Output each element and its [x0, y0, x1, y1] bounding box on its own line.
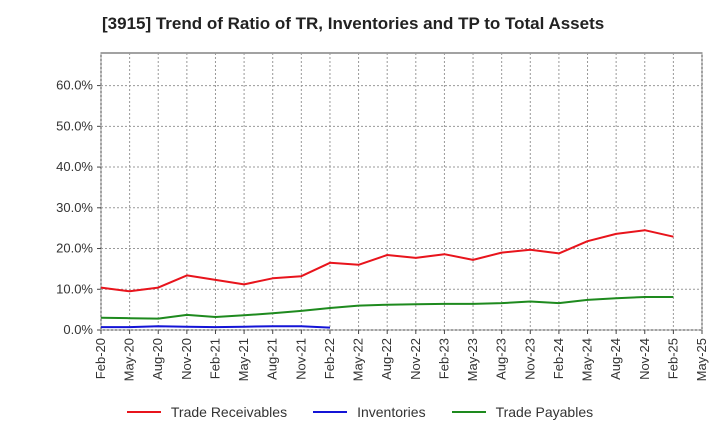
x-tick-label: May-23	[465, 338, 480, 381]
y-tick-label: 40.0%	[56, 159, 93, 174]
legend-item-trade-payables: Trade Payables	[451, 404, 594, 420]
x-tick-label: May-24	[580, 338, 595, 381]
legend-label: Trade Payables	[495, 404, 594, 420]
x-tick-label: May-25	[694, 338, 709, 381]
y-tick-label: 50.0%	[56, 118, 93, 133]
legend-label: Trade Receivables	[170, 404, 288, 420]
x-tick-label: Aug-23	[494, 338, 509, 380]
x-tick-label: Feb-21	[207, 338, 222, 379]
x-tick-label: May-22	[351, 338, 366, 381]
x-tick-label: May-21	[236, 338, 251, 381]
y-tick-label: 0.0%	[63, 322, 93, 337]
y-tick-label: 30.0%	[56, 200, 93, 215]
legend-item-inventories: Inventories	[313, 404, 426, 420]
chart-title: [3915] Trend of Ratio of TR, Inventories…	[102, 14, 605, 33]
x-tick-label: Nov-21	[293, 338, 308, 380]
x-tick-label: Feb-22	[322, 338, 337, 379]
x-tick-label: May-20	[122, 338, 137, 381]
x-tick-label: Nov-20	[179, 338, 194, 380]
legend: Trade Receivables Inventories Trade Payabl…	[0, 404, 720, 420]
x-tick-label: Aug-22	[379, 338, 394, 380]
series-line-trade-receivables	[100, 229, 674, 293]
legend-swatch	[313, 411, 348, 413]
x-tick-label: Aug-24	[608, 338, 623, 380]
y-tick-label: 60.0%	[56, 78, 93, 93]
x-tick-label: Nov-24	[637, 338, 652, 380]
legend-swatch	[451, 411, 486, 413]
x-tick-label: Aug-21	[265, 338, 280, 380]
plot-frame	[100, 52, 703, 331]
legend-item-trade-receivables: Trade Receivables	[126, 404, 288, 420]
series-line-inventories	[101, 325, 331, 329]
y-tick-label: 10.0%	[56, 281, 93, 296]
legend-label: Inventories	[357, 404, 426, 420]
x-tick-label: Nov-23	[522, 338, 537, 380]
x-tick-label: Feb-24	[551, 338, 566, 379]
x-tick-label: Feb-20	[93, 338, 108, 379]
legend-swatch	[126, 411, 161, 413]
x-tick-label: Feb-25	[665, 338, 680, 379]
x-tick-label: Aug-20	[150, 338, 165, 380]
series-line-trade-payables	[100, 296, 674, 320]
x-tick-label: Feb-23	[436, 338, 451, 379]
y-tick-label: 20.0%	[56, 241, 93, 256]
x-tick-label: Nov-22	[408, 338, 423, 380]
